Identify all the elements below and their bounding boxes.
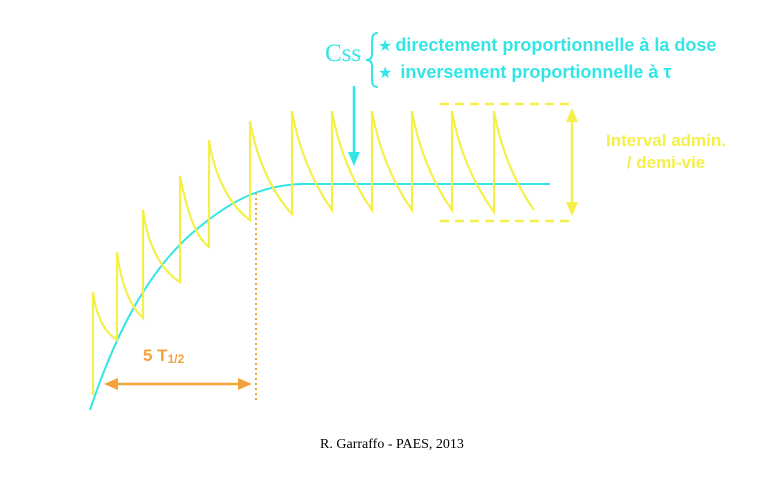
interval-arrow-down-icon [566, 202, 578, 216]
credit-text: R. Garraffo - PAES, 2013 [320, 437, 464, 452]
half-life-label: 5 T1/2 [143, 346, 184, 366]
star-icon: ★ [378, 38, 393, 55]
concentration-sawtooth [91, 110, 535, 395]
star-icon: ★ [378, 65, 393, 82]
half-life-arrow-right-icon [238, 378, 252, 390]
half-life-arrow-left-icon [104, 378, 118, 390]
css-label: Css [325, 40, 362, 67]
half-life-number: 5 T [143, 346, 168, 365]
interval-label-line1: Interval admin. [606, 131, 726, 150]
interval-label-line2: / demi-vie [626, 153, 706, 172]
css-arrow-head-icon [348, 152, 360, 166]
interval-label: Interval admin. / demi-vie [586, 130, 746, 174]
accumulation-curve [89, 183, 550, 411]
half-life-subscript: 1/2 [167, 352, 185, 366]
css-item-tau: ★ inversement proportionnelle à τ [378, 62, 671, 83]
css-item-tau-text: inversement proportionnelle à τ [395, 62, 672, 82]
css-brace-icon [365, 32, 379, 88]
interval-arrow-up-icon [566, 108, 578, 122]
css-item-dose: ★ directement proportionnelle à la dose [378, 35, 716, 56]
css-item-dose-text: directement proportionnelle à la dose [395, 35, 717, 55]
